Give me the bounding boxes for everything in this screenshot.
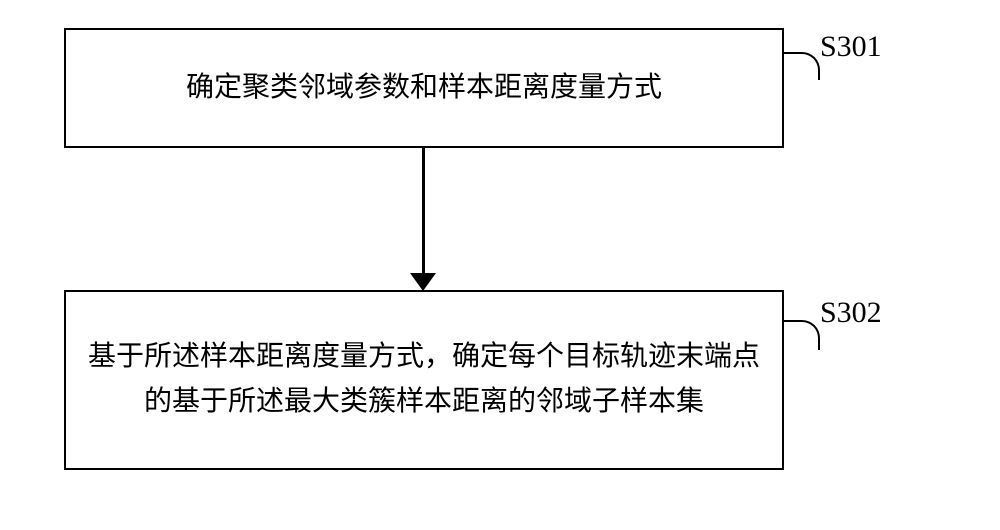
step-box-1: 确定聚类邻域参数和样本距离度量方式 xyxy=(64,28,784,148)
step-label-1: S301 xyxy=(820,30,882,64)
callout-line-1 xyxy=(784,52,820,80)
step-box-2: 基于所述样本距离度量方式，确定每个目标轨迹末端点的基于所述最大类簇样本距离的邻域… xyxy=(64,290,784,470)
step-label-2: S302 xyxy=(820,296,882,330)
arrow-head-1 xyxy=(410,273,436,291)
step-text-1: 确定聚类邻域参数和样本距离度量方式 xyxy=(166,56,682,121)
step-text-2: 基于所述样本距离度量方式，确定每个目标轨迹末端点的基于所述最大类簇样本距离的邻域… xyxy=(66,325,782,435)
callout-line-2 xyxy=(784,320,820,350)
connector-line-1 xyxy=(422,148,425,276)
flowchart-container: 确定聚类邻域参数和样本距离度量方式 S301 基于所述样本距离度量方式，确定每个… xyxy=(0,0,1000,530)
